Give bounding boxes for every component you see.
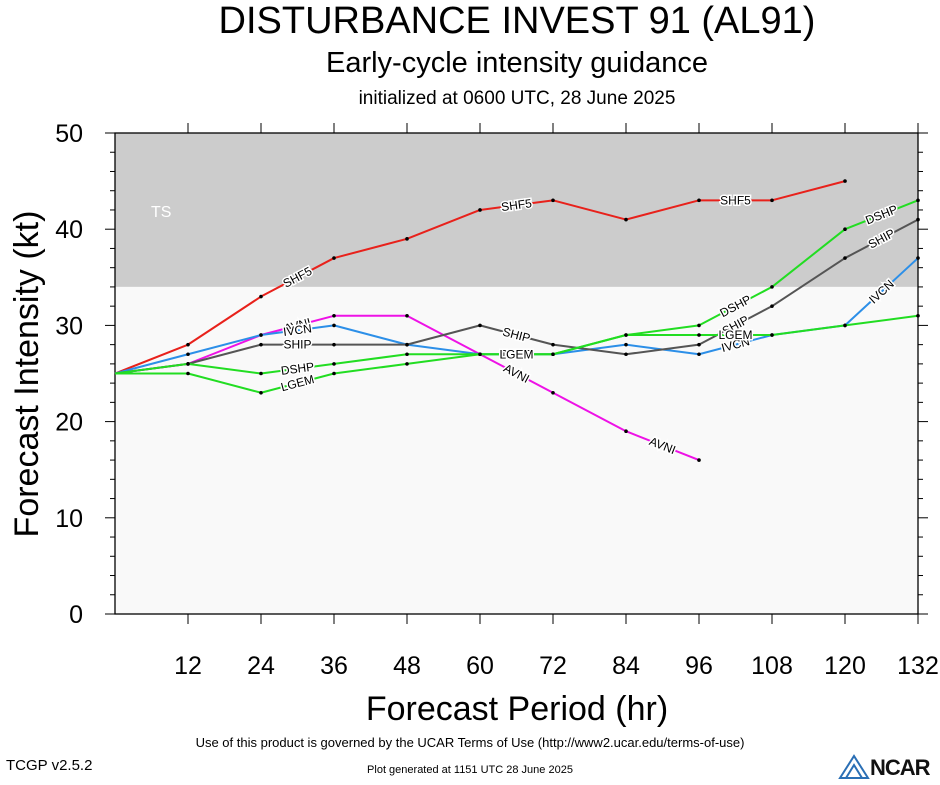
y-tick-label: 10 [55, 505, 83, 533]
data-point-dshp [770, 285, 774, 289]
data-point-ship [478, 323, 482, 328]
band-label-0: TS [151, 204, 171, 221]
series-label-ivcn: IVCN [502, 347, 531, 361]
x-tick-label: 48 [393, 652, 421, 680]
generated-timestamp: Plot generated at 1151 UTC 28 June 2025 [367, 764, 573, 776]
data-point-ivcn [186, 352, 190, 357]
data-point-ivcn [259, 333, 263, 337]
data-point-shf5 [697, 198, 701, 203]
data-point-ship [551, 342, 555, 347]
data-point-lgem [551, 352, 555, 357]
x-tick-label: 60 [466, 652, 494, 680]
series-label-ivcn: IVCN [282, 321, 312, 339]
data-point-shf5 [405, 237, 409, 241]
ncar-logo-icon [838, 754, 870, 779]
data-point-lgem [186, 371, 190, 376]
data-point-dshp [332, 362, 336, 366]
chart-subtitle: Early-cycle intensity guidance [326, 47, 708, 79]
x-tick-label: 12 [174, 652, 202, 680]
series-line-ship [114, 218, 919, 375]
x-axis-label: Forecast Period (hr) [366, 690, 668, 728]
data-point-shf5 [332, 256, 336, 260]
data-point-ship [843, 256, 847, 260]
data-point-ship [697, 342, 701, 347]
intensity-bands: TS [115, 133, 918, 614]
series-label-lgem: LGEM [718, 328, 752, 342]
data-point-lgem [770, 333, 774, 337]
data-point-lgem [405, 362, 409, 366]
ncar-logo: NCAR [838, 752, 940, 780]
x-tick-label: 132 [897, 652, 939, 680]
chart-title: DISTURBANCE INVEST 91 (AL91) [219, 0, 816, 42]
version-label: TCGP v2.5.2 [6, 757, 93, 774]
series-lines [114, 179, 920, 462]
intensity-chart: DISTURBANCE INVEST 91 (AL91) Early-cycle… [8, 0, 939, 728]
ncar-logo-text: NCAR [870, 755, 931, 780]
data-point-avni [405, 313, 409, 318]
data-point-ship [332, 342, 336, 347]
data-point-avni [624, 429, 628, 434]
terms-notice: Use of this product is governed by the U… [195, 735, 745, 750]
data-point-ship [916, 217, 920, 222]
series-line-lgem [115, 314, 919, 394]
data-point-lgem [624, 333, 628, 337]
data-point-ship [624, 352, 628, 357]
series-label-shf5: SHF5 [720, 193, 751, 207]
data-point-lgem [916, 313, 920, 318]
y-tick-label: 40 [55, 216, 83, 244]
data-point-dshp [843, 227, 847, 231]
x-tick-label: 108 [751, 652, 793, 680]
series-label-dshp: DSHP [500, 347, 533, 361]
data-point-lgem [697, 333, 701, 337]
data-point-shf5 [478, 208, 482, 212]
band-0 [115, 133, 918, 287]
series-label-ship: SHIP [283, 338, 311, 352]
data-point-lgem [843, 323, 847, 328]
data-point-lgem [478, 352, 482, 357]
data-point-avni [551, 390, 555, 395]
x-tick-label: 96 [685, 652, 713, 680]
x-tick-label: 84 [612, 652, 640, 680]
data-point-dshp [405, 352, 409, 357]
data-point-avni [697, 458, 701, 462]
y-tick-label: 0 [69, 601, 83, 629]
data-point-shf5 [624, 217, 628, 222]
y-tick-label: 30 [55, 312, 83, 340]
y-axis-label: Forecast Intensity (kt) [8, 211, 46, 538]
data-point-lgem [332, 371, 336, 376]
axes: 0 10 20 30 40 50 12 24 36 48 60 72 84 96 108 120 132 [55, 120, 939, 680]
y-tick-label: 50 [55, 120, 83, 148]
series-label-dshp: DSHP [280, 360, 315, 378]
data-point-avni [332, 313, 336, 318]
x-tick-label: 36 [320, 652, 348, 680]
data-point-ivcn [624, 342, 628, 347]
data-point-ivcn [332, 323, 336, 328]
y-tick-label: 20 [55, 409, 83, 437]
chart-init-line: initialized at 0600 UTC, 28 June 2025 [359, 88, 676, 109]
series-label-lgem: LGEM [499, 347, 533, 361]
x-tick-label: 72 [539, 652, 567, 680]
data-point-shf5 [770, 198, 774, 203]
data-point-ship [405, 342, 409, 347]
data-point-ivcn [697, 352, 701, 357]
data-point-shf5 [551, 198, 555, 203]
data-point-dshp [186, 362, 190, 366]
data-point-shf5 [186, 342, 190, 347]
x-tick-label: 24 [247, 652, 275, 680]
data-point-dshp [259, 371, 263, 376]
x-tick-label: 120 [824, 652, 866, 680]
data-point-lgem [259, 390, 263, 395]
series-label-shf5: SHF5 [500, 196, 533, 214]
data-point-shf5 [843, 179, 847, 183]
data-point-ivcn [916, 256, 920, 260]
data-point-ship [259, 342, 263, 347]
band-1 [115, 286, 918, 614]
data-point-ship [770, 304, 774, 308]
data-point-shf5 [259, 294, 263, 299]
data-point-dshp [697, 323, 701, 328]
data-point-dshp [916, 198, 920, 203]
